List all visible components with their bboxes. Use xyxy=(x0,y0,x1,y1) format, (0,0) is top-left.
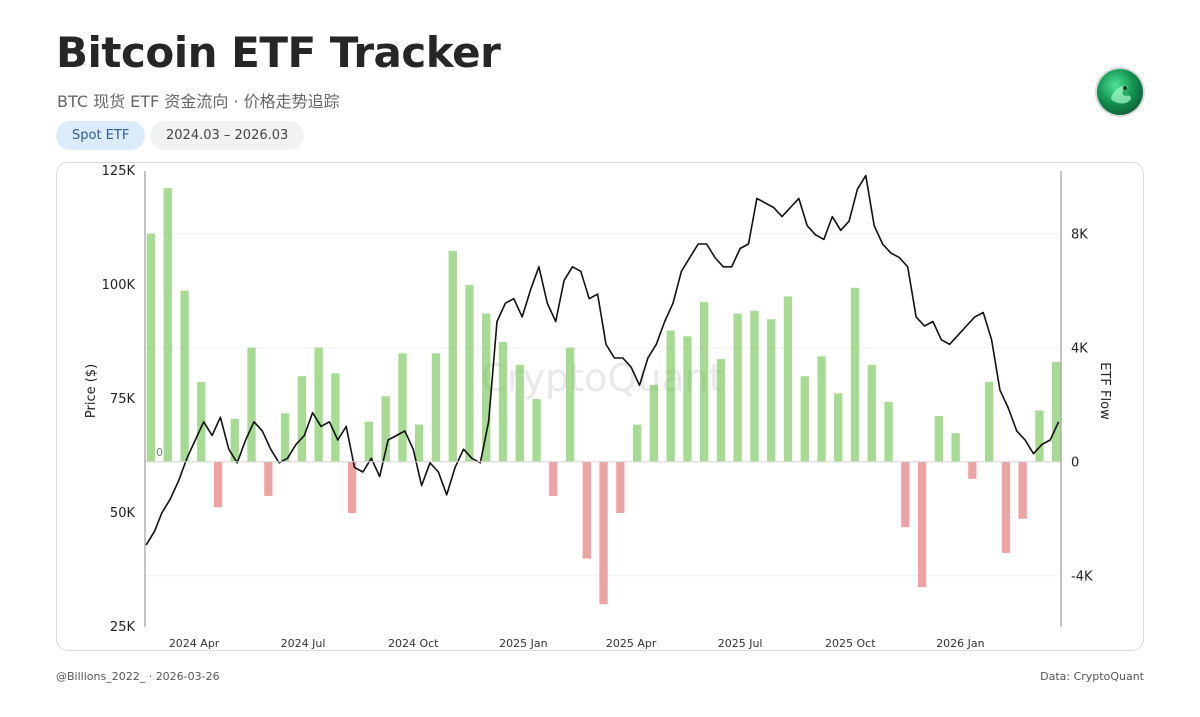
x-tick-label: 2024 Oct xyxy=(388,637,439,650)
inflow-bar xyxy=(783,296,793,462)
right-tick-label: 0 xyxy=(1071,456,1079,471)
zero-inline-label: 0 xyxy=(156,446,163,459)
inflow-bar xyxy=(314,347,323,462)
inflow-bar xyxy=(482,313,491,462)
inflow-bar xyxy=(716,359,726,462)
inflow-bar xyxy=(1035,410,1044,462)
outflow-bar xyxy=(264,461,273,496)
x-tick-label: 2025 Jan xyxy=(499,637,547,650)
inflow-bar xyxy=(649,384,658,462)
inflow-bar xyxy=(280,413,290,462)
inflow-bar xyxy=(951,433,960,462)
y-axis-label-left: Price ($) xyxy=(84,364,99,418)
left-tick-label: 50K xyxy=(110,506,136,521)
x-tick-label: 2024 Apr xyxy=(169,637,220,650)
inflow-bar xyxy=(934,416,943,462)
inflow-bar xyxy=(633,424,642,462)
footer-attribution: @Billions_2022_ · 2026-03-26 xyxy=(56,670,220,683)
inflow-bar xyxy=(767,319,776,462)
inflow-bar xyxy=(448,250,457,462)
inflow-bar xyxy=(415,424,424,462)
inflow-bar xyxy=(817,356,826,462)
outflow-bar xyxy=(582,461,591,559)
inflow-bar xyxy=(733,313,742,462)
inflow-bar xyxy=(532,399,541,462)
flow-bars xyxy=(146,188,1061,605)
chart-card: CryptoQuant 25K 50K 75K 100K 125K -4K 0 4K 8K 202… xyxy=(56,162,1144,651)
right-tick-label: 8K xyxy=(1071,228,1088,243)
inflow-bar xyxy=(884,401,893,462)
inflow-bar xyxy=(666,330,675,462)
outflow-bar xyxy=(968,461,977,479)
price-line-layer xyxy=(145,174,1060,546)
inflow-bar xyxy=(515,364,524,462)
inflow-bar xyxy=(197,381,206,462)
inflow-bar xyxy=(431,353,441,462)
left-tick-label: 100K xyxy=(102,278,136,293)
outflow-bar xyxy=(1018,461,1027,519)
x-tick-label: 2025 Jul xyxy=(718,637,763,650)
inflow-bar xyxy=(331,373,340,462)
outflow-bar xyxy=(549,461,558,496)
outflow-bar xyxy=(917,461,927,588)
dragon-logo-icon xyxy=(1111,85,1131,104)
inflow-bar xyxy=(146,233,156,462)
inflow-bar xyxy=(498,342,508,462)
inflow-bar xyxy=(834,393,843,462)
inflow-bar xyxy=(800,376,809,462)
inflow-bar xyxy=(364,421,373,462)
left-tick-label: 125K xyxy=(102,164,136,179)
outflow-bar xyxy=(213,461,223,508)
page-title: Bitcoin ETF Tracker xyxy=(56,28,501,77)
left-tick-label: 25K xyxy=(110,620,136,635)
outflow-bar xyxy=(616,461,625,513)
left-tick-label: 75K xyxy=(110,392,136,407)
inflow-bar xyxy=(683,336,692,462)
outflow-bar xyxy=(599,461,608,605)
inflow-bar xyxy=(465,285,474,462)
x-tick-label: 2024 Jul xyxy=(281,637,326,650)
outflow-bar xyxy=(901,461,910,528)
right-tick-label: -4K xyxy=(1071,570,1093,585)
inflow-bar xyxy=(230,419,239,462)
inflow-bar xyxy=(381,396,390,462)
footer-data-source: Data: CryptoQuant xyxy=(1040,670,1144,683)
x-tick-label: 2025 Apr xyxy=(606,637,657,650)
inflow-bar xyxy=(750,310,759,462)
x-tick-label: 2026 Jan xyxy=(936,637,984,650)
inflow-bar xyxy=(247,347,256,462)
inflow-bar xyxy=(398,353,407,462)
right-tick-label: 4K xyxy=(1071,342,1088,357)
avatar[interactable] xyxy=(1097,69,1143,115)
inflow-bar xyxy=(297,376,306,462)
inflow-bar xyxy=(700,302,709,462)
inflow-bar xyxy=(850,287,860,462)
price-line xyxy=(145,174,1060,546)
date-range-badge[interactable]: 2024.03 – 2026.03 xyxy=(150,121,305,150)
spot-etf-badge[interactable]: Spot ETF xyxy=(56,121,146,150)
inflow-bar xyxy=(163,188,172,462)
x-tick-label: 2025 Oct xyxy=(825,637,876,650)
y-axis-label-right: ETF Flow xyxy=(1097,362,1112,420)
outflow-bar xyxy=(1001,461,1011,553)
inflow-bar xyxy=(565,347,575,462)
inflow-bar xyxy=(985,381,994,462)
outflow-bar xyxy=(348,461,357,513)
axes-layer: 25K 50K 75K 100K 125K -4K 0 4K 8K 2024 Apr 2024 Ju… xyxy=(102,164,1093,650)
inflow-bar xyxy=(180,290,189,462)
inflow-bar xyxy=(867,364,876,462)
page-subtitle: BTC 现货 ETF 资金流向 · 价格走势追踪 xyxy=(57,92,340,111)
inflow-bar xyxy=(1052,361,1061,462)
etf-flow-price-chart: CryptoQuant 25K50K75K100K125K-4K04K8K202… xyxy=(84,164,1112,650)
